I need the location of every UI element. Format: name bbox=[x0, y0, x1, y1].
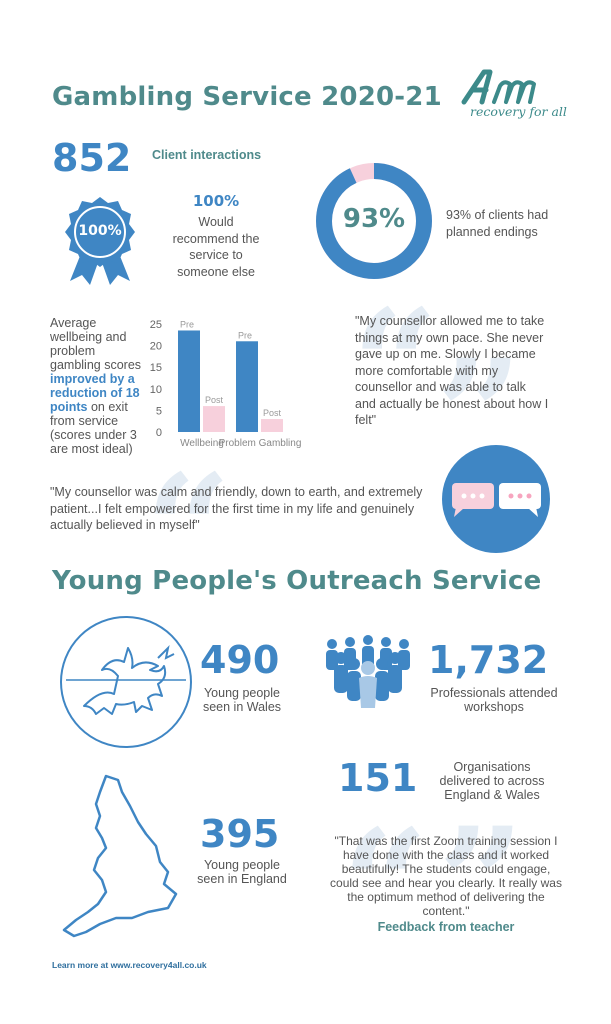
teacher-attribution: Feedback from teacher bbox=[377, 920, 515, 934]
quote-mark-decoration: “ bbox=[352, 277, 439, 453]
award-badge-icon: 100% bbox=[60, 195, 140, 287]
chat-bubbles-icon bbox=[442, 445, 550, 553]
bar-pre-1 bbox=[236, 341, 258, 432]
bar-post-0 bbox=[203, 406, 225, 432]
scores-text-part-2: on exit from service (scores under 3 are… bbox=[50, 400, 137, 456]
badge-text: 100% bbox=[78, 223, 122, 239]
england-label: Young people seen in England bbox=[197, 858, 287, 886]
wales-count: 490 bbox=[200, 638, 280, 682]
y-tick-label: 15 bbox=[150, 362, 162, 374]
recommend-percent: 100% bbox=[192, 192, 240, 210]
client-quote-1: "My counsellor allowed me to take things… bbox=[355, 314, 549, 427]
logo-mark-icon bbox=[461, 69, 536, 105]
bar-label: Post bbox=[263, 408, 282, 418]
quote-mark-decoration: ” bbox=[438, 795, 525, 971]
scores-text-part-1: Average wellbeing and problem gambling s… bbox=[50, 316, 142, 372]
scores-bar-chart: 25 20 15 10 5 0 Pre Post Wellbeing Pre Post Problem… bbox=[150, 319, 302, 449]
teacher-quote: "That was the first Zoom training sessio… bbox=[330, 834, 562, 918]
orgs-count: 151 bbox=[338, 756, 418, 800]
y-tick-label: 10 bbox=[150, 384, 162, 396]
quote-mark-decoration: “ bbox=[342, 797, 429, 973]
professionals-label: Professionals attended workshops bbox=[430, 686, 558, 714]
y-tick-label: 5 bbox=[156, 405, 162, 417]
recommend-text: Would recommend the service to someone e… bbox=[172, 215, 260, 279]
bar-post-1 bbox=[261, 419, 283, 432]
y-tick-label: 20 bbox=[150, 341, 162, 353]
footer-website-link[interactable]: Learn more at www.recovery4all.co.uk bbox=[52, 960, 207, 970]
category-label: Problem Gambling bbox=[219, 438, 302, 449]
bar-label: Pre bbox=[238, 330, 252, 340]
scores-text-bold: improved by a reduction of 18 points bbox=[50, 372, 140, 414]
scores-text: Average wellbeing and problem gambling s… bbox=[50, 316, 146, 456]
people-group-icon bbox=[322, 634, 414, 710]
england-count: 395 bbox=[200, 812, 280, 856]
professionals-count: 1,732 bbox=[428, 638, 549, 682]
client-label: Client interactions bbox=[152, 148, 262, 162]
bar-pre-0 bbox=[178, 330, 200, 432]
orgs-label: Organisations delivered to across Englan… bbox=[439, 760, 545, 802]
outreach-title: Young People's Outreach Service bbox=[52, 566, 542, 596]
wales-label: Young people seen in Wales bbox=[202, 686, 282, 714]
wales-dragon-icon bbox=[60, 616, 192, 748]
client-count: 852 bbox=[52, 136, 132, 180]
endings-text: 93% of clients had planned endings bbox=[446, 208, 549, 239]
endings-percent: 93% bbox=[342, 204, 406, 234]
y-tick-label: 0 bbox=[156, 427, 162, 439]
quote-mark-decoration: “ bbox=[145, 442, 232, 618]
recovery-for-all-logo: recovery for all bbox=[460, 68, 570, 122]
endings-donut-chart: 93% bbox=[315, 162, 433, 280]
gambling-title: Gambling Service 2020-21 bbox=[52, 82, 442, 112]
logo-tagline: recovery for all bbox=[470, 104, 567, 119]
england-map-icon bbox=[56, 772, 196, 940]
bar-label: Post bbox=[205, 395, 224, 405]
donut-value-arc bbox=[316, 163, 432, 279]
y-tick-label: 25 bbox=[150, 319, 162, 331]
bar-label: Pre bbox=[180, 319, 194, 329]
category-label: Wellbeing bbox=[180, 438, 224, 449]
client-quote-2: "My counsellor was calm and friendly, do… bbox=[50, 485, 423, 532]
